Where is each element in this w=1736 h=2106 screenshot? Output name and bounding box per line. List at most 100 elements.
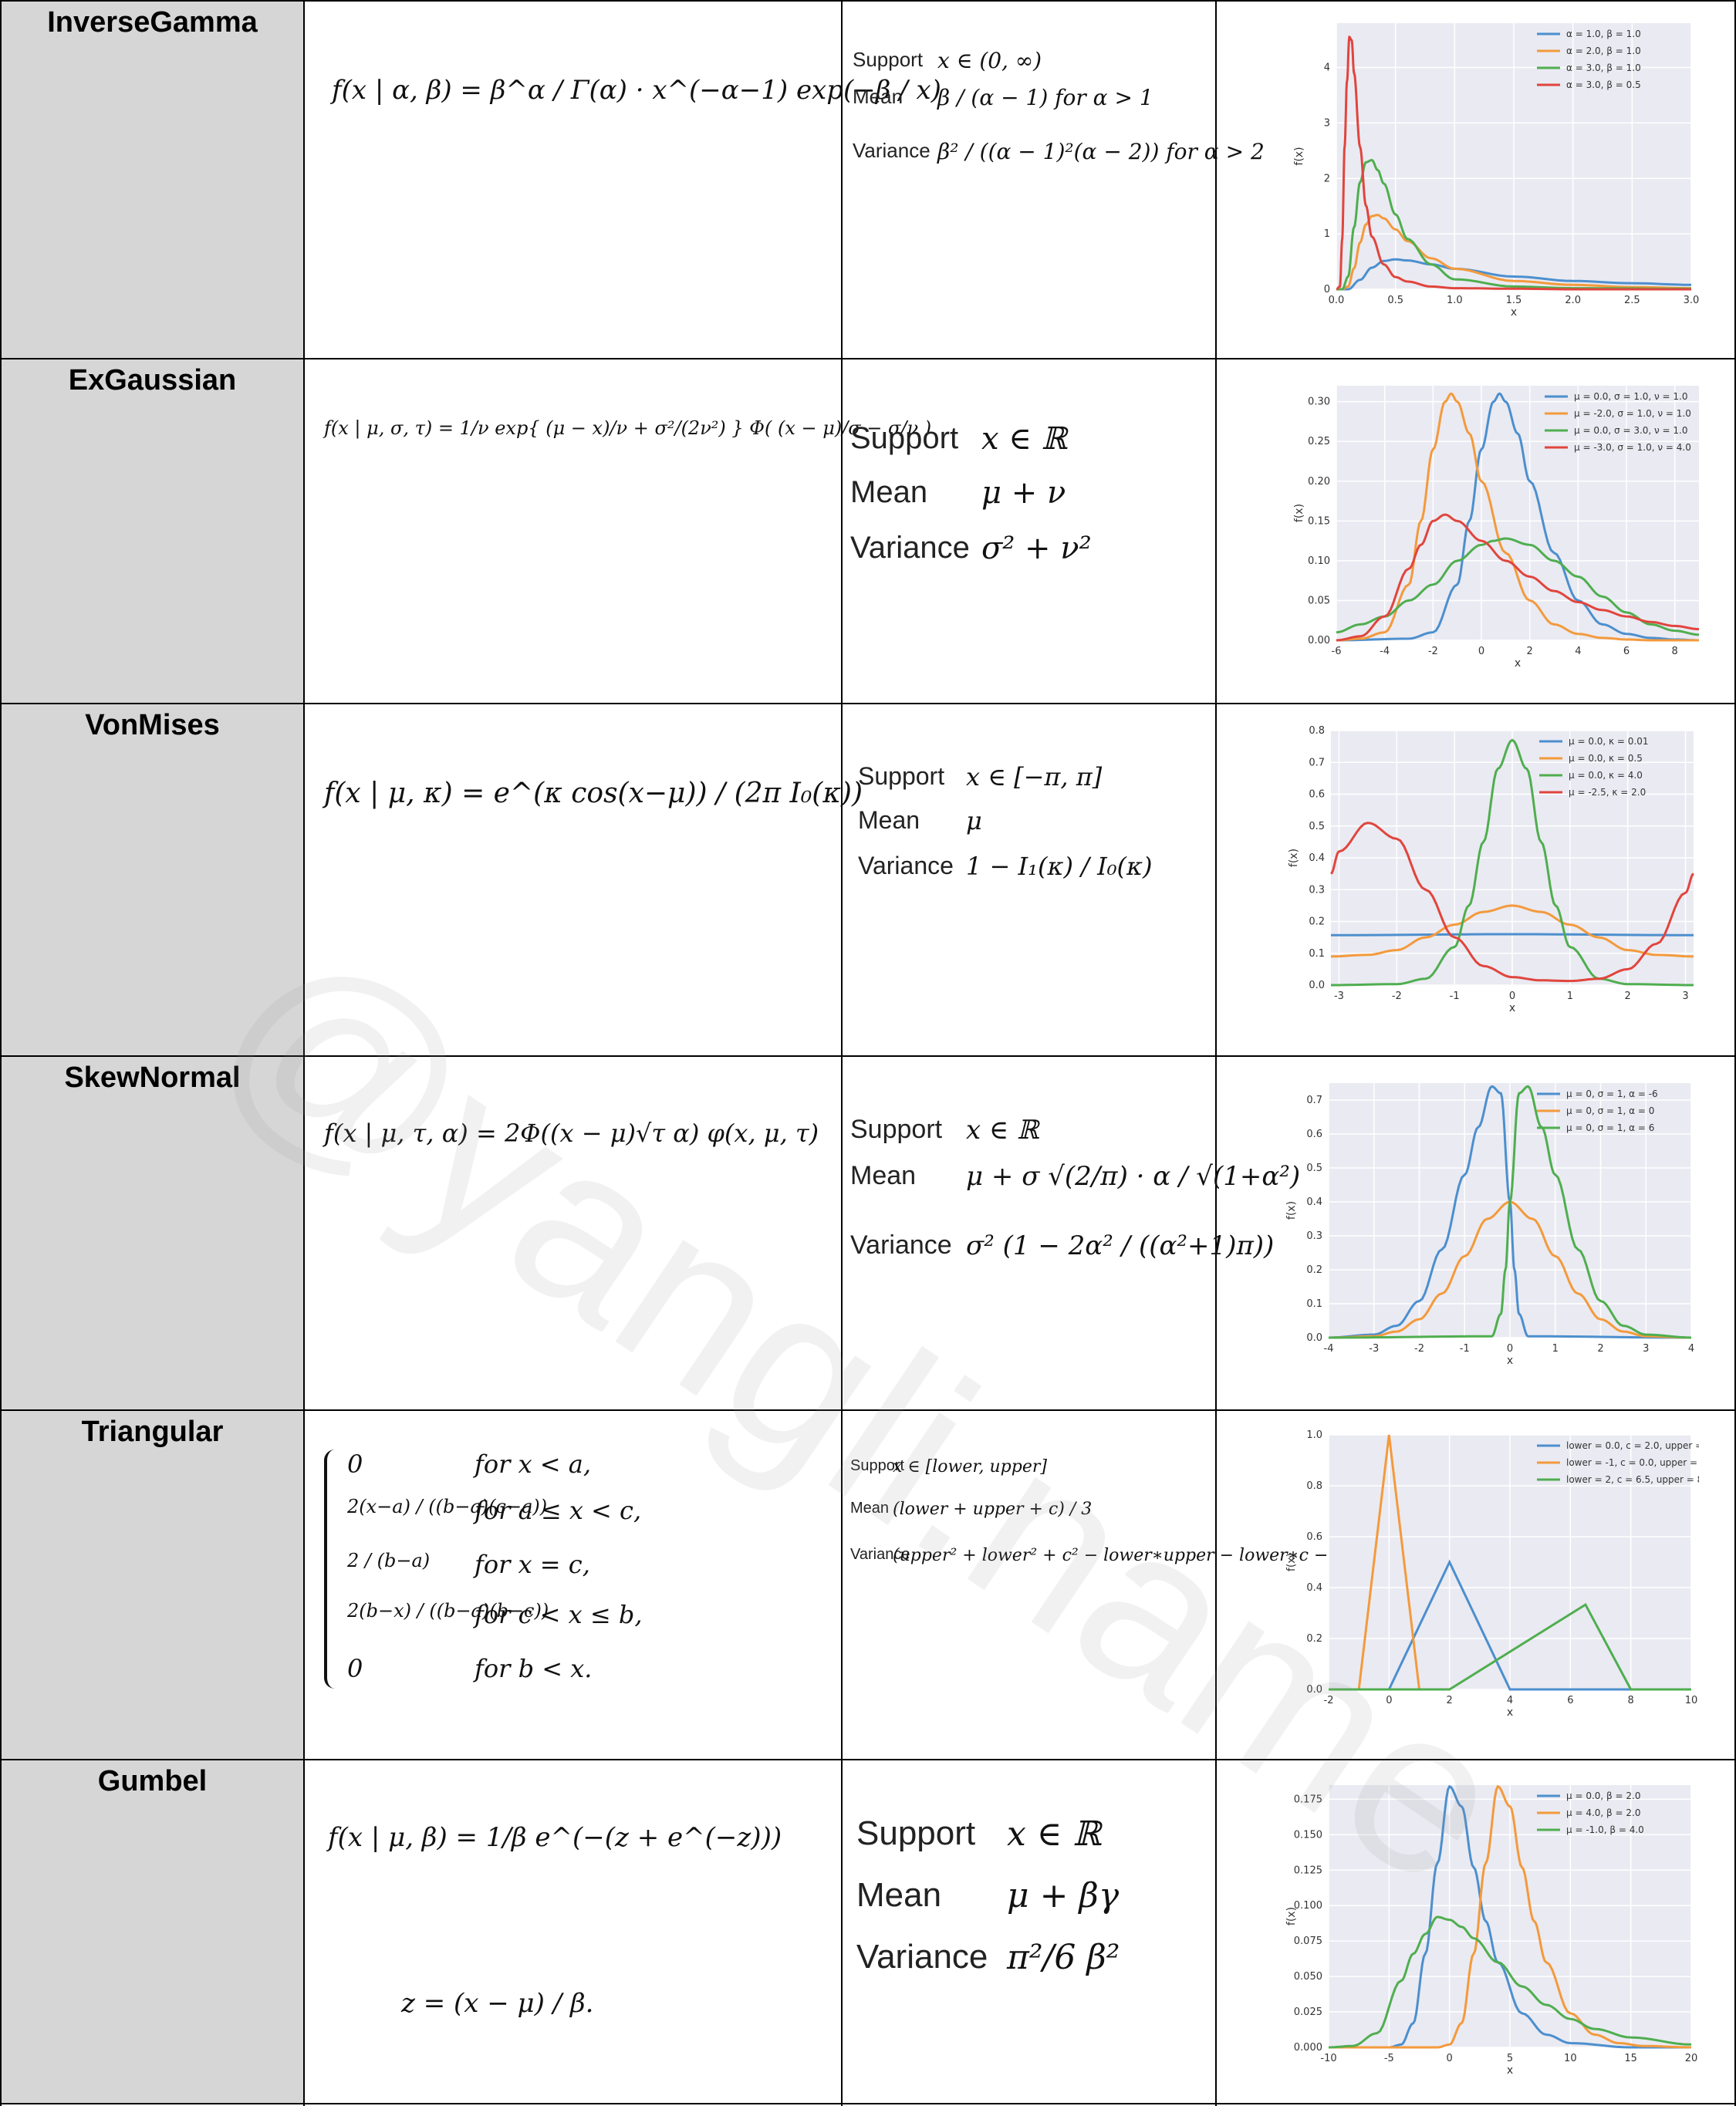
series-line bbox=[1328, 1915, 1692, 2049]
distribution-name-cell: ExGaussian bbox=[2, 359, 303, 703]
y-tick-label: 0.4 bbox=[1306, 1196, 1322, 1208]
support-value: x ∈ ℝ bbox=[981, 421, 1067, 457]
support-value: x ∈ [lower, upper] bbox=[893, 1457, 1047, 1477]
mean-label: Mean bbox=[858, 806, 920, 834]
mean-value: β / (α − 1) for α > 1 bbox=[937, 85, 1153, 110]
support-label: Support bbox=[850, 421, 959, 455]
piecewise-expr: 2(b−x) / ((b−a)(b−c)) bbox=[347, 1600, 549, 1622]
variance-row: Variance π²/6 β² bbox=[856, 1938, 1120, 1977]
y-tick-label: 0.125 bbox=[1294, 1865, 1322, 1876]
x-tick-label: 6 bbox=[1623, 646, 1630, 657]
mean-value: μ + ν bbox=[981, 475, 1066, 511]
x-tick-label: -3 bbox=[1334, 991, 1344, 1002]
support-label: Support bbox=[850, 1457, 905, 1474]
y-tick-label: 0.025 bbox=[1294, 2006, 1322, 2018]
y-tick-label: 0.100 bbox=[1294, 1900, 1322, 1912]
mean-row: Mean (lower + upper + c) / 3 bbox=[850, 1500, 1092, 1519]
y-tick-label: 0.25 bbox=[1308, 436, 1330, 447]
mean-value: μ + βγ bbox=[1007, 1876, 1120, 1915]
legend-entry: μ = 0.0, σ = 3.0, ν = 1.0 bbox=[1574, 425, 1688, 436]
support-label: Support bbox=[858, 762, 945, 790]
variance-row: Variance (upper² + lower² + c² − lower∗up… bbox=[850, 1546, 1451, 1565]
x-tick-label: 15 bbox=[1624, 2053, 1637, 2064]
y-tick-label: 0.2 bbox=[1306, 1264, 1322, 1276]
distribution-name: VonMises bbox=[85, 709, 220, 741]
legend-entry: μ = -1.0, β = 4.0 bbox=[1566, 1824, 1644, 1835]
series-line bbox=[1336, 214, 1692, 291]
legend-entry: μ = 0.0, κ = 0.01 bbox=[1569, 736, 1649, 747]
x-axis-label: x bbox=[1515, 657, 1521, 670]
mean-value: μ bbox=[966, 806, 982, 835]
table-row: ExGaussian f(x | μ, σ, τ) = 1/ν exp{ (μ −… bbox=[0, 359, 1736, 703]
distribution-name-cell: SkewNormal bbox=[2, 1057, 303, 1409]
legend-entry: μ = -3.0, σ = 1.0, ν = 4.0 bbox=[1574, 442, 1691, 453]
series-line bbox=[1329, 1784, 1691, 2049]
y-tick-label: 0.8 bbox=[1306, 1480, 1322, 1492]
variance-label: Variance bbox=[856, 1938, 988, 1976]
chart-svg: -4 -3 -2 -1 0 1 2 3 4 0.0 0.1 0.2 0.3 0.4 0.5 0.6 0.7 x f(… bbox=[1285, 1083, 1694, 1367]
x-tick-label: 1.0 bbox=[1447, 295, 1463, 306]
z-definition: z = (x − μ) / β. bbox=[401, 1988, 594, 2019]
x-tick-label: 20 bbox=[1685, 2053, 1698, 2064]
table-row: SkewNormal f(x | μ, τ, α) = 2Φ((x − μ)√τ … bbox=[0, 1057, 1736, 1409]
x-tick-label: 4 bbox=[1688, 1343, 1694, 1355]
series-line bbox=[1331, 933, 1694, 937]
series-line bbox=[1336, 392, 1699, 642]
legend-entry: α = 3.0, β = 1.0 bbox=[1566, 62, 1641, 73]
series-line bbox=[1336, 537, 1700, 636]
x-tick-label: 6 bbox=[1567, 1695, 1573, 1706]
series-line bbox=[1330, 822, 1694, 983]
x-tick-label: -4 bbox=[1380, 646, 1390, 657]
y-tick-label: 0.8 bbox=[1309, 725, 1325, 737]
table-row-border bbox=[0, 0, 1736, 2]
series-line bbox=[1336, 158, 1691, 291]
y-tick-label: 0.6 bbox=[1306, 1129, 1322, 1140]
x-tick-label: 8 bbox=[1628, 1695, 1634, 1706]
distribution-name: Triangular bbox=[81, 1416, 224, 1448]
x-tick-label: 2 bbox=[1625, 991, 1631, 1002]
x-tick-label: 0 bbox=[1447, 2053, 1453, 2064]
x-tick-label: 0.5 bbox=[1387, 295, 1403, 306]
x-axis-label: x bbox=[1507, 1706, 1513, 1719]
support-value: x ∈ ℝ bbox=[966, 1115, 1039, 1146]
piecewise-brace bbox=[324, 1450, 341, 1689]
legend-entry: lower = 0.0, c = 2.0, upper = 4.0 bbox=[1566, 1440, 1699, 1451]
table-row-border bbox=[0, 2103, 1736, 2104]
x-tick-label: 0.0 bbox=[1329, 295, 1345, 306]
x-axis-label: x bbox=[1509, 1002, 1515, 1014]
variance-label: Variance bbox=[850, 1230, 952, 1260]
piecewise-condition: for a ≤ x < c, bbox=[475, 1496, 642, 1525]
table-column-border bbox=[841, 0, 843, 2106]
distribution-name: Gumbel bbox=[97, 1765, 208, 1797]
x-tick-label: -1 bbox=[1450, 991, 1460, 1002]
chart: 0.0 0.5 1.0 1.5 2.0 2.5 3.0 0 1 2 3 4 x f(x) α = 1.0, … bbox=[1290, 15, 1699, 320]
chart-svg: -6 -4 -2 0 2 4 6 8 0.00 0.05 0.10 0.15 0.20 0.25 0.30 x… bbox=[1293, 386, 1700, 670]
y-tick-label: 0.4 bbox=[1306, 1582, 1322, 1594]
y-tick-label: 4 bbox=[1324, 62, 1330, 74]
x-tick-label: -10 bbox=[1320, 2053, 1336, 2064]
variance-row: Variance σ² + ν² bbox=[850, 531, 1092, 566]
variance-label: Variance bbox=[850, 1546, 910, 1563]
chart: -3 -2 -1 0 1 2 3 0.0 0.1 0.2 0.3 0.4 0.5 0.6 0.7 0.8 x f(… bbox=[1285, 723, 1701, 1016]
chart: -2 0 2 4 6 8 10 0.0 0.2 0.4 0.6 0.8 1.0 x f(x) lower = … bbox=[1282, 1427, 1699, 1720]
series-line bbox=[1329, 1784, 1692, 2049]
mean-row: Mean μ + ν bbox=[850, 475, 1066, 511]
table-column-border bbox=[1734, 0, 1736, 2106]
y-tick-label: 0.000 bbox=[1294, 2042, 1322, 2054]
y-tick-label: 0.6 bbox=[1309, 789, 1325, 801]
y-tick-label: 0.7 bbox=[1306, 1095, 1322, 1106]
variance-value: σ² + ν² bbox=[981, 531, 1092, 566]
legend-entry: μ = 0, σ = 1, α = 0 bbox=[1566, 1105, 1654, 1116]
series-line bbox=[1336, 35, 1691, 291]
x-tick-label: 4 bbox=[1507, 1695, 1513, 1706]
table-row: VonMises f(x | μ, κ) = e^(κ cos(x−μ)) / (… bbox=[0, 704, 1736, 1055]
x-tick-label: 1 bbox=[1552, 1343, 1559, 1355]
mean-row: Mean μ + σ √(2/π) · α / √(1+α²) bbox=[850, 1161, 1300, 1192]
chart: -10 -5 0 5 10 15 20 0.000 0.025 0.050 0.075 0.100 0.… bbox=[1282, 1777, 1699, 2078]
legend-entry: μ = 0, σ = 1, α = 6 bbox=[1566, 1122, 1654, 1133]
y-axis-label: f(x) bbox=[1285, 1553, 1298, 1571]
support-row: Support x ∈ (0, ∞) bbox=[853, 48, 1042, 73]
x-tick-label: -2 bbox=[1428, 646, 1438, 657]
mean-label: Mean bbox=[850, 1161, 917, 1190]
series-line bbox=[1336, 258, 1692, 291]
